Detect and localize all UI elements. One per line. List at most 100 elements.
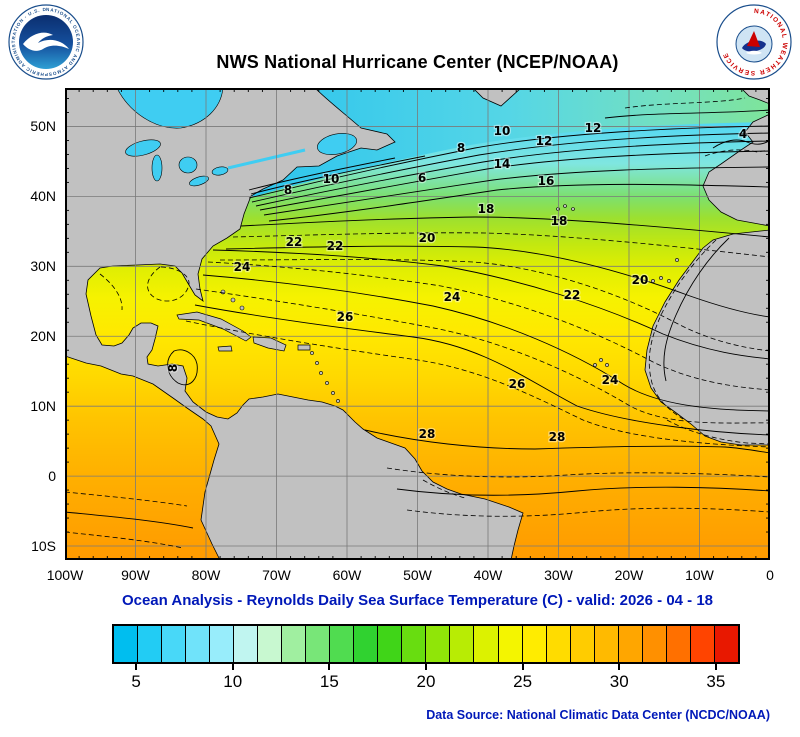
colorbar-tick-mark [425,664,427,670]
contour-line [259,150,770,211]
contour-label: 10 [323,172,340,186]
contour-label: 24 [444,290,461,304]
colorbar-segment [258,626,283,662]
contour-label: 24 [602,373,619,387]
st-lawrence-river [227,148,306,170]
lake-huron [178,156,198,174]
colorbar-segment [402,626,427,662]
lon-tick-label: 10W [685,567,714,583]
contour-line [250,155,426,195]
nws-storm-triangle-icon [747,31,760,47]
contour-line [248,157,396,191]
contour-label: 20 [632,273,649,287]
island-hispaniola [252,336,287,352]
contour-line [212,249,770,360]
hudson-bay [116,88,224,129]
contour-line [147,266,190,302]
contour-label: 4 [739,127,747,141]
colorbar-segment [450,626,475,662]
contour-line [202,274,770,412]
contour-label: 8 [166,364,180,372]
lake-michigan [151,154,163,182]
colorbar-segment [354,626,379,662]
island-puerto-rico [297,344,311,351]
contour-line [65,531,184,549]
contour-label: 8 [457,141,465,155]
contour-line [386,467,770,478]
contour-label: 26 [509,377,526,391]
colorbar-segment [498,626,523,662]
contour-line [268,183,770,222]
map-subtitle: Ocean Analysis - Reynolds Daily Sea Surf… [121,592,714,609]
lat-tick-label: 30N [30,258,56,275]
colorbar-segment [138,626,163,662]
contour-label: 22 [327,239,344,253]
lat-tick-label: 0 [48,468,56,485]
colorbar-segment [330,626,355,662]
contour-line [240,216,770,238]
contour-label: 14 [494,157,511,171]
contour-line [185,320,770,448]
contour-line [663,237,730,382]
contour-line [712,139,770,149]
contour-label: 22 [286,235,303,249]
colorbar-segment [186,626,211,662]
colorbar-segment [234,626,259,662]
contour-line [225,245,770,318]
lon-tick-label: 70W [262,567,291,583]
contour-line [255,140,770,207]
colorbar-segment [666,626,691,662]
colorbar-segment [570,626,595,662]
colorbar-segment [594,626,619,662]
land-british-isles [740,88,770,105]
colorbar-segment [642,626,667,662]
contour-line [263,166,770,216]
contour-line [232,232,770,258]
sst-map: 8 10 6 8 10 12 12 14 16 4 18 18 20 20 22 22 22 24 24 24 26 26… [65,88,770,560]
colorbar-tick-label: 30 [609,672,629,691]
colorbar-segment [714,626,738,662]
colorbar-tick-label: 35 [706,672,726,691]
colorbar-segments [112,624,740,664]
contour-line [167,349,198,386]
colorbar-tick-label: 20 [416,672,436,691]
island-jamaica [217,345,233,352]
map-frame [65,88,770,560]
colorbar-segment [282,626,307,662]
colorbar-tick-mark [135,664,138,670]
colorbar-segment [522,626,547,662]
island-chains [220,204,679,403]
contour-line [666,419,770,445]
noaa-seagull-icon [23,32,69,51]
colorbar-segment [474,626,499,662]
nws-logo: NATIONAL WEATHER SERVICE [716,4,792,80]
contour-line [704,149,770,157]
contour-label: 12 [536,134,553,148]
contour-line [648,239,717,420]
data-source: Data Source: National Climatic Data Cent… [426,708,770,722]
contour-line [422,479,466,499]
contour-label: 28 [419,427,436,441]
lat-tick-label: 10N [30,398,56,415]
contour-line [251,132,770,203]
contour-label: 26 [337,310,354,324]
colorbar-tick-label: 10 [223,672,243,691]
lon-tick-label: 100W [46,567,84,583]
colorbar-segment [378,626,403,662]
colorbar-tick-label: 15 [319,672,339,691]
colorbar-tick-mark [231,664,234,670]
contour-label: 22 [564,288,581,302]
noaa-logo: NATIONAL OCEANIC AND ATMOSPHERIC ADMINIS… [8,4,84,80]
colorbar-segment [618,626,643,662]
land-americas [65,88,524,560]
colorbar-segment [546,626,571,662]
lat-tick-label: 10S [31,538,56,554]
contour-line [195,288,770,424]
lon-tick-label: 0 [766,567,774,583]
contour-label: 28 [549,430,566,444]
lat-tick-label: 20N [30,328,56,345]
land-greenland-tip [472,88,522,107]
colorbar-segment [114,626,139,662]
colorbar-segment [690,626,715,662]
